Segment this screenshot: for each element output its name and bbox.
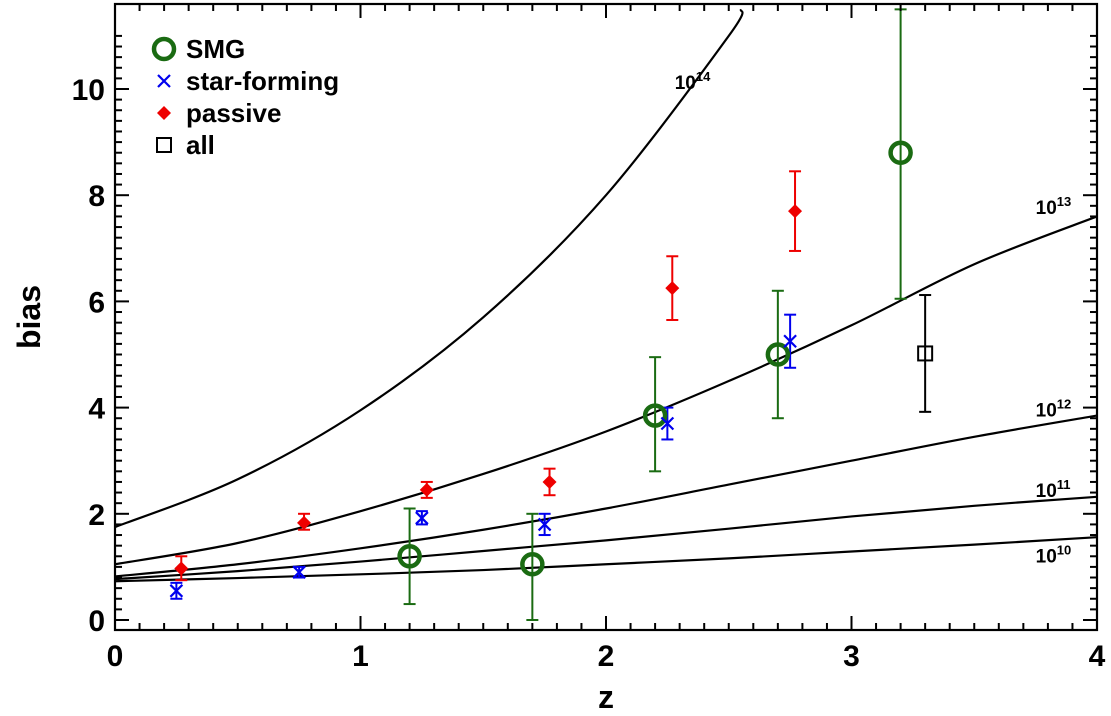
passive-point bbox=[419, 482, 434, 497]
legend-marker-star-forming bbox=[157, 74, 171, 88]
y-tick-label: 2 bbox=[88, 499, 105, 532]
data-points bbox=[169, 140, 934, 598]
legend-label-smg: SMG bbox=[186, 34, 245, 64]
axes: 0 1 2 3 4 0 2 4 6 8 10 bbox=[72, 2, 1106, 673]
legend-marker-smg bbox=[151, 36, 177, 62]
star-forming-point bbox=[415, 511, 429, 525]
smg-point bbox=[642, 403, 668, 428]
passive-point bbox=[542, 474, 557, 489]
halo-curve-label-11: 1011 bbox=[1036, 477, 1071, 502]
y-axis-title: bias bbox=[11, 285, 47, 349]
smg-point bbox=[397, 544, 422, 569]
passive-point bbox=[174, 561, 189, 576]
star-forming-point bbox=[537, 517, 552, 532]
halo-mass-curves bbox=[115, 8, 1097, 583]
halo-curve-10 bbox=[115, 536, 1097, 583]
y-tick-label: 10 bbox=[72, 74, 105, 107]
halo-curve-label-14: 1014 bbox=[675, 69, 711, 94]
all-point bbox=[917, 345, 934, 362]
halo-curve-label-10: 1010 bbox=[1036, 543, 1072, 568]
passive-point bbox=[788, 204, 803, 219]
x-tick-label: 3 bbox=[843, 640, 860, 673]
y-tick-label: 4 bbox=[88, 393, 105, 426]
halo-mass-labels: 1014 1013 1012 1011 1010 bbox=[675, 69, 1071, 568]
smg-point bbox=[765, 342, 791, 367]
legend-label-passive: passive bbox=[186, 98, 281, 128]
star-forming-point bbox=[292, 565, 306, 579]
x-tick-label: 1 bbox=[352, 640, 369, 673]
x-tick-label: 2 bbox=[598, 640, 615, 673]
star-forming-point bbox=[660, 416, 675, 431]
passive-point bbox=[297, 515, 312, 530]
passive-point bbox=[665, 281, 680, 296]
legend-label-star-forming: star-forming bbox=[186, 66, 339, 96]
y-tick-label: 0 bbox=[88, 605, 105, 638]
star-forming-point bbox=[783, 334, 797, 349]
halo-curve-13 bbox=[115, 215, 1097, 566]
legend-item-smg: SMG bbox=[151, 34, 245, 64]
y-tick-label: 6 bbox=[88, 286, 105, 319]
x-tick-label: 0 bbox=[107, 640, 124, 673]
x-axis-title: z bbox=[598, 679, 614, 715]
smg-point bbox=[888, 140, 913, 165]
star-forming-point bbox=[169, 584, 184, 598]
legend-item-passive: passive bbox=[157, 98, 281, 128]
error-bars bbox=[170, 8, 932, 621]
halo-curve-11 bbox=[115, 495, 1097, 581]
smg-point bbox=[520, 551, 545, 577]
x-tick-label: 4 bbox=[1089, 640, 1106, 673]
legend-item-star-forming: star-forming bbox=[157, 66, 339, 96]
y-tick-label: 8 bbox=[88, 180, 105, 213]
legend-label-all: all bbox=[186, 130, 215, 160]
legend-marker-passive bbox=[157, 106, 171, 120]
legend-item-all: all bbox=[156, 130, 215, 160]
halo-curve-label-12: 1012 bbox=[1036, 397, 1072, 422]
halo-curve-14 bbox=[115, 8, 744, 529]
halo-curve-label-13: 1013 bbox=[1036, 194, 1072, 219]
halo-curve-12 bbox=[115, 414, 1097, 578]
legend-marker-all bbox=[156, 137, 172, 153]
